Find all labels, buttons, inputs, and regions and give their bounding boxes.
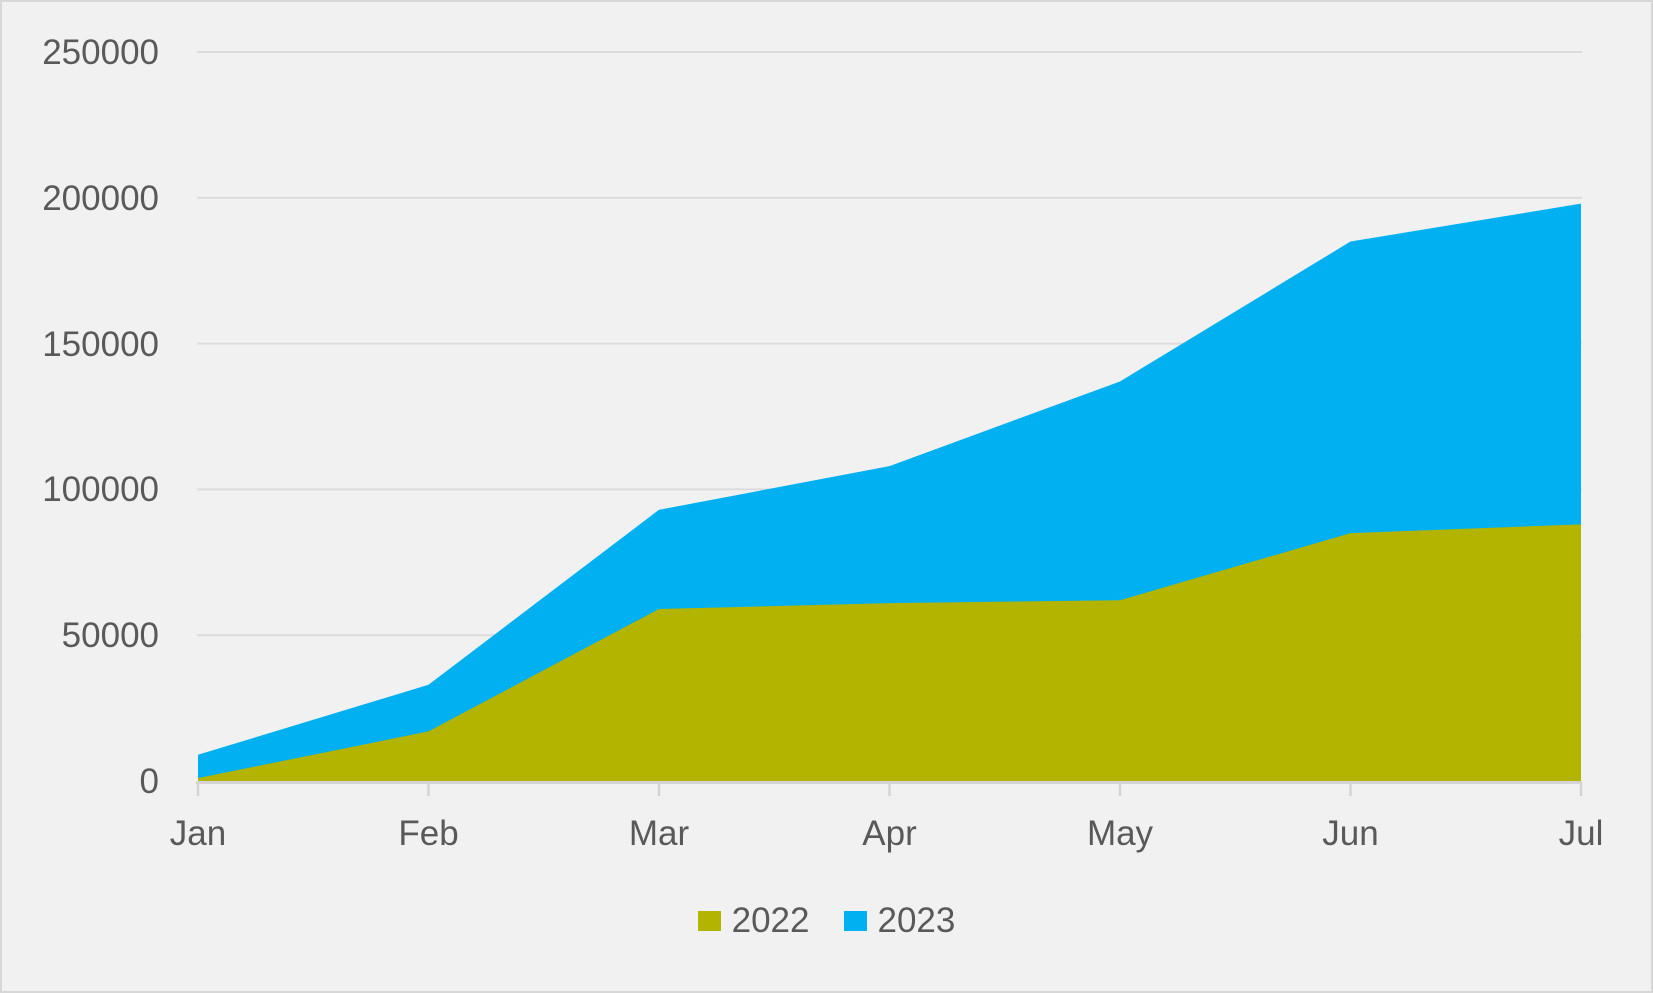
legend: 2022 2023 <box>2 903 1651 938</box>
x-axis-tick-label-Jan: Jan <box>169 814 227 853</box>
y-axis-tick-label-250000: 250000 <box>42 33 159 72</box>
legend-label-2023: 2023 <box>877 901 956 940</box>
legend-label-2022: 2022 <box>731 901 810 940</box>
x-axis-tick-label-May: May <box>1086 814 1154 853</box>
area-series-2022 <box>198 524 1581 781</box>
y-axis-tick-label-0: 0 <box>139 762 159 801</box>
legend-swatch-2023 <box>843 910 867 931</box>
y-axis-tick-label-150000: 150000 <box>42 324 159 364</box>
x-axis-tick-label-Feb: Feb <box>398 814 459 853</box>
legend-item-2023: 2023 <box>843 901 956 940</box>
y-axis-tick-label-100000: 100000 <box>42 470 159 510</box>
legend-swatch-2022 <box>697 910 721 931</box>
legend-item-2022: 2022 <box>697 901 810 940</box>
y-axis-tick-label-200000: 200000 <box>42 178 159 218</box>
x-axis-tick-label-Jul: Jul <box>1558 814 1604 853</box>
x-axis-tick-label-Apr: Apr <box>862 814 917 853</box>
x-axis-tick-label-Jun: Jun <box>1322 814 1379 853</box>
y-axis-tick-label-50000: 50000 <box>61 616 159 656</box>
x-axis-tick-label-Mar: Mar <box>628 814 690 853</box>
